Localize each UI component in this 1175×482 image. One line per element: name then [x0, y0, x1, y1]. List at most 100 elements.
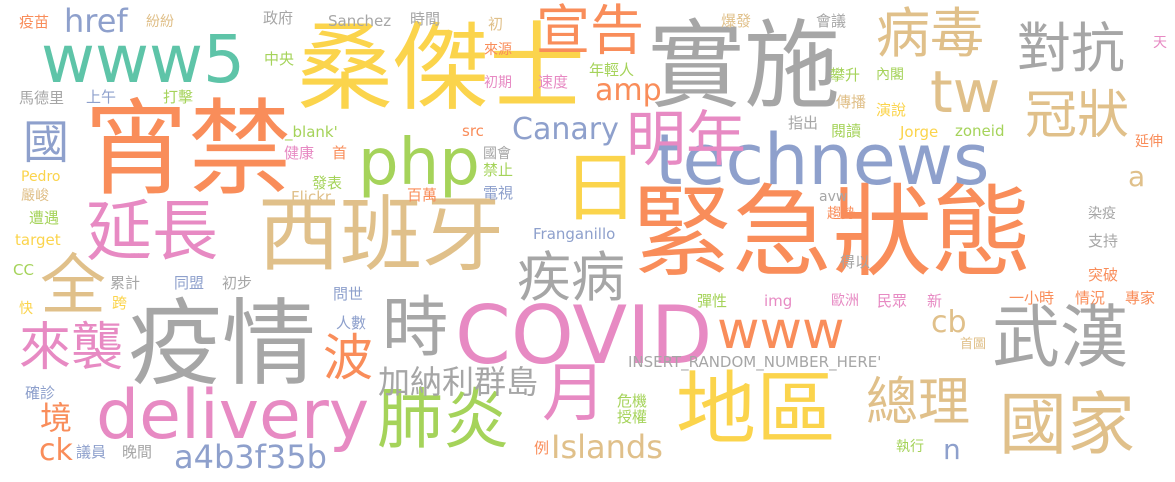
word-www: www [717, 301, 845, 361]
word-同盟: 同盟 [174, 274, 205, 292]
word-傳播: 傳播 [836, 93, 867, 111]
word-染疫: 染疫 [1088, 206, 1116, 222]
word-閱讀: 閱讀 [831, 122, 862, 140]
word-遭遇: 遭遇 [29, 209, 60, 227]
word-馬德里: 馬德里 [19, 89, 65, 107]
word-禁止: 禁止 [483, 161, 514, 179]
word-確診: 確診 [25, 384, 56, 402]
word-php: php [358, 126, 480, 200]
word-a4b3f35b: a4b3f35b [174, 438, 327, 476]
word-初步: 初步 [222, 274, 253, 292]
word-例: 例 [534, 439, 550, 457]
word-Islands: Islands [551, 428, 663, 466]
word-指出: 指出 [788, 114, 819, 132]
word-人數: 人數 [336, 314, 367, 332]
word-amp: amp [595, 73, 662, 108]
word-CC: CC [13, 261, 34, 279]
word-晚間: 晚間 [122, 443, 153, 461]
word-電視: 電視 [483, 184, 514, 202]
word-明年: 明年 [626, 105, 746, 175]
word-桑傑士: 桑傑士 [297, 12, 585, 124]
word-實施: 實施 [648, 10, 840, 122]
word-新: 新 [927, 292, 943, 310]
word-Pedro: Pedro [21, 169, 61, 185]
word-地區: 地區 [676, 363, 836, 456]
word-初: 初 [488, 15, 504, 33]
word-緊急狀態: 緊急狀態 [632, 174, 1032, 291]
word-首圖: 首圖 [960, 337, 987, 352]
word-時間: 時間 [410, 10, 441, 28]
word-www5: www5 [41, 21, 245, 98]
word-情況: 情況 [1075, 289, 1106, 307]
word-_blank': _blank' [285, 123, 338, 141]
word-時: 時 [382, 289, 448, 366]
word-一小時: 一小時 [1009, 289, 1055, 307]
word-Flickr: Flickr [291, 188, 332, 206]
word-專家: 專家 [1125, 289, 1156, 307]
word-日: 日 [563, 144, 639, 232]
word-境: 境 [40, 399, 73, 437]
word-內閣: 內閣 [876, 67, 904, 83]
word-加納利群島: 加納利群島 [378, 363, 539, 401]
word-趨勢: 趨勢 [827, 206, 855, 222]
word-國家: 國家 [999, 386, 1136, 465]
word-會議: 會議 [816, 12, 847, 30]
word-COVID: COVID [455, 289, 713, 382]
word-危機: 危機 [617, 392, 648, 410]
word-月: 月 [542, 357, 606, 431]
word-紛紛: 紛紛 [146, 14, 174, 30]
word-國會: 國會 [483, 146, 511, 162]
word-來源: 來源 [484, 42, 512, 58]
word-累計: 累計 [110, 274, 141, 292]
word-Jorge: Jorge [900, 123, 939, 141]
word-avw: avw [819, 189, 848, 205]
word-問世: 問世 [333, 285, 364, 303]
word-歐洲: 歐洲 [831, 293, 859, 309]
word-彈性: 彈性 [697, 292, 728, 310]
word-img: img [764, 292, 793, 310]
word-首: 首 [332, 144, 348, 162]
word-執行: 執行 [896, 439, 924, 455]
word-總理: 總理 [866, 373, 971, 433]
word-宣告: 宣告 [536, 0, 644, 62]
word-初期: 初期 [484, 75, 512, 91]
word-冠狀: 冠狀 [1025, 86, 1130, 146]
word-跨: 跨 [112, 294, 128, 312]
word-支持: 支持 [1088, 232, 1119, 250]
word-發表: 發表 [312, 174, 343, 192]
word-src: src [462, 122, 484, 140]
word-波: 波 [323, 329, 373, 387]
word-來襲: 來襲 [19, 318, 124, 378]
word-健康: 健康 [284, 144, 315, 162]
word-疫苗: 疫苗 [19, 13, 50, 31]
word-宵禁: 宵禁 [84, 88, 293, 210]
word-cb: cb [931, 305, 967, 340]
word-嚴峻: 嚴峻 [21, 188, 49, 204]
word-政府: 政府 [263, 9, 294, 27]
word-上午: 上午 [86, 88, 117, 106]
word-n: n [943, 433, 961, 466]
word-武漢: 武漢 [992, 299, 1129, 378]
word-Canary: Canary [512, 112, 619, 147]
word-delivery: delivery [96, 376, 370, 455]
word-technews: technews [655, 119, 990, 201]
word-病毒: 病毒 [876, 2, 984, 65]
word-肺炎: 肺炎 [377, 381, 509, 458]
word-年輕人: 年輕人 [589, 61, 635, 79]
word-a: a [1128, 160, 1146, 193]
word-Franganillo: Franganillo [533, 225, 616, 243]
word-速度: 速度 [538, 73, 569, 91]
word-爆發: 爆發 [721, 12, 752, 30]
word-中央: 中央 [264, 50, 295, 68]
word-ck: ck [39, 433, 73, 468]
word-快: 快 [19, 301, 33, 317]
word-INSERT_RANDOM_NUMBER_HERE': INSERT_RANDOM_NUMBER_HERE' [628, 353, 882, 371]
word-民眾: 民眾 [877, 292, 908, 310]
word-延伸: 延伸 [1135, 134, 1163, 150]
word-百萬: 百萬 [407, 186, 438, 204]
word-打擊: 打擊 [163, 88, 194, 106]
word-疫情: 疫情 [128, 290, 317, 399]
word-演說: 演說 [876, 101, 907, 119]
word-國: 國 [23, 115, 69, 169]
